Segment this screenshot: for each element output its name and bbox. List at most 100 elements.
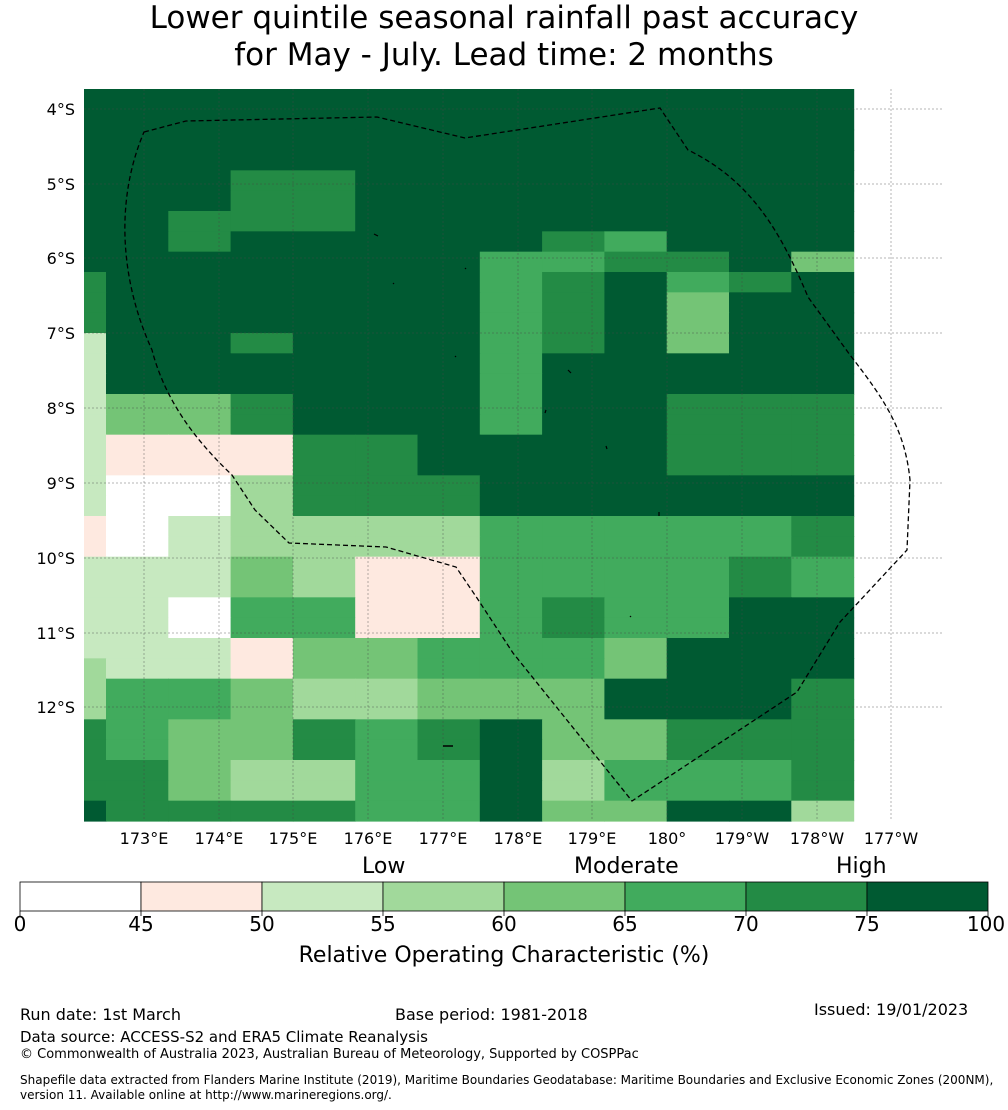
grid-cell (417, 272, 481, 293)
grid-cell (84, 292, 107, 314)
grid-cell (168, 638, 232, 659)
grid-cell (791, 475, 855, 497)
grid-cell (106, 516, 169, 537)
grid-cell (542, 760, 605, 781)
grid-cell (604, 658, 668, 680)
latitude-labels: 4°S 5°S 6°S 7°S 8°S 9°S 10°S 11°S 12°S (36, 100, 75, 717)
grid-cell (417, 678, 481, 700)
grid-cell (417, 170, 481, 192)
grid-cell (355, 760, 419, 781)
grid-cell (84, 800, 107, 822)
grid-cell (417, 312, 481, 334)
grid-cell (729, 699, 792, 720)
latitude-label: 5°S (47, 175, 75, 194)
island (373, 233, 379, 237)
grid-cell (729, 516, 792, 537)
grid-cell (604, 475, 668, 497)
grid-cell (729, 373, 792, 395)
grid-cell (355, 231, 419, 253)
grid-cell (106, 292, 169, 314)
grid-cell (604, 129, 668, 151)
grid-cell (791, 678, 855, 700)
grid-cell (479, 272, 543, 293)
grid-cell (168, 394, 232, 415)
grid-cell (479, 353, 543, 375)
grid-cell (168, 89, 232, 110)
grid-cell (417, 556, 481, 578)
grid-cell (84, 739, 107, 761)
grid-cell (168, 617, 232, 639)
grid-cell (791, 495, 855, 517)
grid-cell (168, 495, 232, 517)
grid-cell (729, 556, 792, 578)
grid-cell (479, 699, 543, 720)
grid-cell (355, 495, 419, 517)
grid-cell (106, 617, 169, 639)
grid-cell (417, 434, 481, 456)
grid-cell (230, 780, 294, 802)
grid-cell (292, 739, 356, 761)
longitude-label: 180° (648, 829, 687, 848)
grid-cell (168, 516, 232, 537)
grid-cell (355, 719, 419, 741)
grid-cell (729, 251, 792, 273)
grid-cell (791, 312, 855, 334)
grid-cell (729, 678, 792, 700)
grid-cell (604, 190, 668, 212)
grid-cell (604, 556, 668, 578)
grid-cell (355, 434, 419, 456)
grid-cell (791, 251, 855, 273)
grid-cell (791, 109, 855, 131)
grid-cell (292, 800, 356, 822)
colorbar-segment (503, 881, 626, 912)
grid-cell (666, 292, 730, 314)
grid-cell (417, 414, 481, 436)
grid-cell (479, 800, 543, 822)
grid-cell (666, 800, 730, 822)
grid-cell (230, 760, 294, 781)
grid-cell (168, 333, 232, 354)
grid-cell (106, 190, 169, 212)
grid-cell (604, 617, 668, 639)
grid-cell (542, 516, 605, 537)
grid-cell (666, 597, 730, 619)
grid-cell (84, 556, 107, 578)
grid-cell (355, 190, 419, 212)
grid-cell (168, 719, 232, 741)
grid-cell (604, 251, 668, 273)
grid-cell (355, 353, 419, 375)
grid-cell (417, 129, 481, 151)
grid-cell (230, 617, 294, 639)
island (544, 409, 547, 414)
grid-cell (542, 190, 605, 212)
grid-cell (479, 292, 543, 314)
grid-cell (292, 455, 356, 476)
eez-boundary (124, 107, 911, 802)
grid-cell (292, 109, 356, 131)
grid-cell (542, 373, 605, 395)
grid-cell (355, 739, 419, 761)
grid-cell (106, 211, 169, 232)
grid-cell (292, 577, 356, 598)
grid-cell (230, 129, 294, 151)
grid-cell (84, 658, 107, 680)
grid-cell (355, 475, 419, 497)
grid-cell (604, 312, 668, 334)
grid-cell (479, 150, 543, 171)
grid-cell (479, 719, 543, 741)
grid-cell (479, 414, 543, 436)
longitude-label: 174°E (195, 829, 244, 848)
grid-cell (355, 292, 419, 314)
grid-cell (168, 455, 232, 476)
grid-cell (729, 292, 792, 314)
grid-cell (84, 475, 107, 497)
colorbar-segment (745, 881, 868, 912)
grid-cell (479, 211, 543, 232)
grid-cell (729, 475, 792, 497)
grid-cell (292, 699, 356, 720)
grid-cell (106, 373, 169, 395)
grid-cell (230, 800, 294, 822)
grid-cell (604, 536, 668, 558)
grid-cell (791, 780, 855, 802)
grid-cell (542, 292, 605, 314)
